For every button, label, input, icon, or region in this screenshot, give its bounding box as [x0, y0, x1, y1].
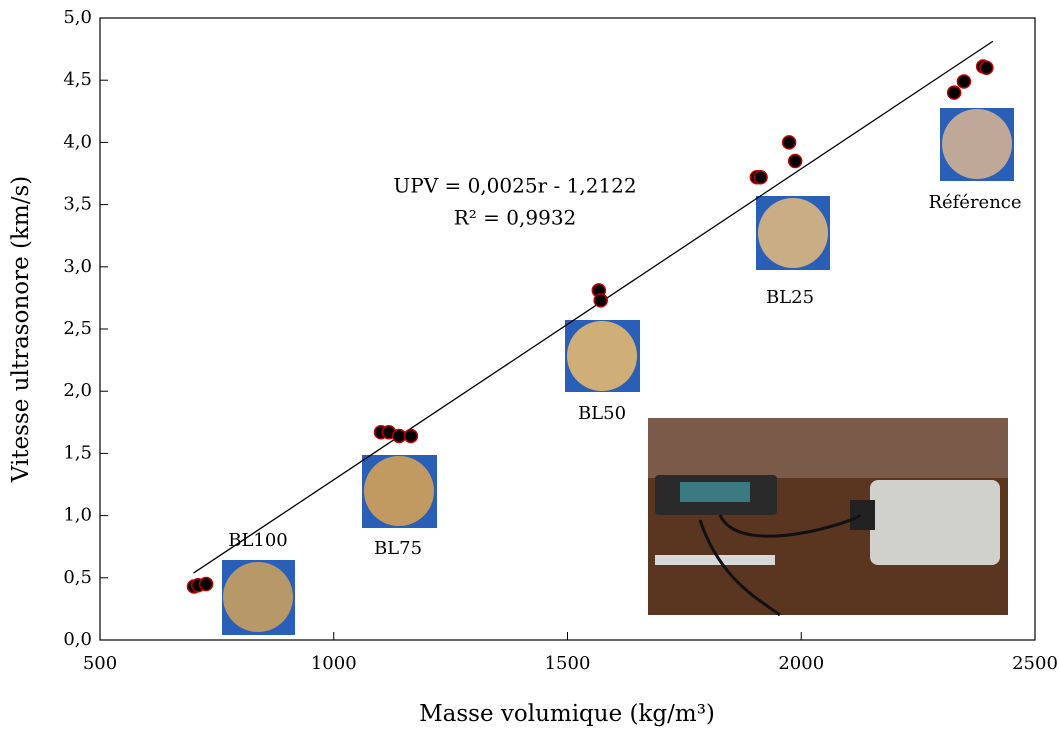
photo — [942, 109, 1012, 179]
annotation: BL50 — [578, 403, 626, 424]
y-tick-label: 3,5 — [63, 194, 92, 215]
y-tick-label: 1,0 — [63, 505, 92, 526]
point — [979, 60, 994, 76]
x-tick-label: 2500 — [1012, 653, 1058, 674]
x-tick-label: 1500 — [545, 653, 591, 674]
x-tick-label: 1000 — [311, 653, 357, 674]
sample-photos — [222, 108, 1014, 635]
annotation: BL75 — [374, 538, 422, 559]
y-tick-label: 0,5 — [63, 567, 92, 588]
point — [946, 85, 962, 100]
photo — [758, 198, 828, 268]
annotation: BL25 — [766, 287, 814, 308]
point — [956, 74, 972, 89]
device-photo — [870, 480, 1000, 565]
y-tick-label: 2,0 — [63, 380, 92, 401]
y-tick-label: 2,5 — [63, 318, 92, 339]
annotation: R² = 0,9932 — [454, 206, 577, 230]
point — [593, 293, 608, 308]
point — [403, 428, 419, 444]
photo — [223, 562, 293, 632]
y-tick-label: 5,0 — [63, 7, 92, 28]
device-photo — [850, 500, 875, 530]
point — [198, 576, 214, 592]
point — [787, 153, 803, 169]
device-photo — [680, 482, 750, 502]
device-photo — [655, 555, 775, 565]
annotation: BL100 — [228, 530, 288, 551]
photo — [364, 456, 434, 526]
x-tick-label: 500 — [83, 653, 117, 674]
y-tick-label: 0,0 — [63, 629, 92, 650]
device-photo — [698, 513, 862, 617]
annotation: UPV = 0,0025r - 1,2122 — [393, 174, 636, 198]
y-tick-label: 4,5 — [63, 69, 92, 90]
x-axis-title: Masse volumique (kg/m³) — [419, 701, 715, 727]
point — [781, 135, 797, 150]
point — [753, 169, 768, 185]
y-tick-label: 4,0 — [63, 131, 92, 152]
x-tick-label: 2000 — [778, 653, 824, 674]
y-tick-label: 3,0 — [63, 256, 92, 277]
y-axis-title: Vitesse ultrasonore (km/s) — [8, 176, 34, 484]
annotation: Référence — [928, 192, 1021, 213]
trendline — [193, 40, 994, 574]
device-photo — [648, 418, 1008, 478]
photo — [567, 321, 637, 391]
y-tick-label: 1,5 — [63, 442, 92, 463]
